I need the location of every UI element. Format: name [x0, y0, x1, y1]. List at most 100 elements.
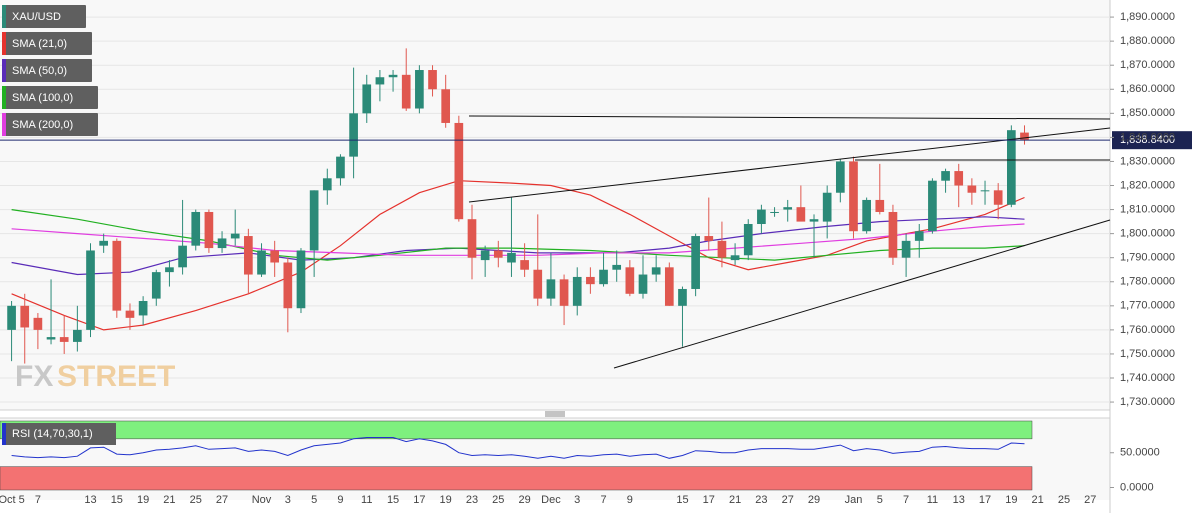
x-tick-label: 3 [285, 494, 291, 506]
candle-body [914, 231, 924, 241]
candle-body [493, 250, 503, 258]
legend-swatch [2, 86, 6, 109]
legend-box [2, 59, 92, 82]
candle-body [467, 219, 477, 258]
x-tick-label: 23 [755, 494, 767, 506]
candle-body [717, 240, 727, 258]
candle-body [309, 190, 319, 251]
oversold-band [0, 466, 1033, 491]
y-tick-label: 1,760.0000 [1120, 324, 1175, 336]
candle-body [849, 161, 858, 232]
candle-body [783, 207, 793, 210]
candle-body [941, 171, 950, 181]
x-tick-label: 15 [676, 494, 688, 506]
candle-body [86, 250, 95, 330]
candle-body [165, 267, 174, 273]
legend-label: SMA (200,0) [12, 119, 73, 131]
candle-body [835, 161, 845, 193]
x-tick-label: 21 [1032, 494, 1044, 506]
y-tick-label: 1,880.0000 [1120, 35, 1175, 47]
x-tick-label: 21 [163, 494, 175, 506]
candle-body [822, 192, 832, 222]
y-tick-label: 1,770.0000 [1120, 300, 1175, 312]
x-tick-label: 11 [927, 494, 938, 506]
candle-body [441, 89, 451, 123]
x-tick-label: 3 [574, 494, 580, 506]
x-tick-label: 7 [903, 494, 909, 506]
x-tick-label: 27 [1084, 494, 1096, 506]
legend-swatch [2, 59, 6, 82]
watermark: FX [15, 360, 53, 393]
legend-swatch [2, 113, 6, 136]
x-tick-label: 15 [387, 494, 399, 506]
candle-body [612, 264, 622, 270]
y-tick-label: 1,840.0000 [1120, 131, 1175, 143]
legend-label: RSI (14,70,30,1) [12, 428, 93, 440]
candle-body [178, 245, 187, 268]
overlay: 1,838.8400 [0, 131, 1192, 459]
candle-body [125, 310, 135, 318]
candle-body [967, 185, 977, 193]
y-tick-label: 50.0000 [1120, 447, 1160, 459]
candle-body [730, 255, 740, 261]
candle-body [664, 267, 674, 306]
candle-body [283, 262, 293, 309]
legend-label: XAU/USD [12, 11, 61, 23]
candle-body [704, 236, 714, 241]
candle-body [349, 113, 358, 157]
legend-label: SMA (100,0) [12, 92, 73, 104]
candle-body [875, 199, 885, 212]
y-tick-label: 1,750.0000 [1120, 348, 1175, 360]
legend-swatch [2, 423, 6, 445]
candle-body [112, 240, 122, 311]
x-tick-label: Dec [541, 494, 561, 506]
x-tick-label: 5 [877, 494, 883, 506]
x-tick-label: 7 [600, 494, 606, 506]
candle-body [638, 274, 648, 294]
x-tick-label: Jan [845, 494, 863, 506]
resize-handle[interactable] [545, 411, 565, 417]
overbought-band [0, 420, 1033, 440]
x-tick-label: Oct 5 [0, 494, 25, 506]
x-tick-label: 13 [953, 494, 965, 506]
legend-box [2, 423, 116, 445]
candle-body [415, 70, 424, 109]
rsi-bands [0, 420, 1033, 491]
x-tick-label: 19 [1005, 494, 1017, 506]
x-tick-label: 19 [440, 494, 452, 506]
candle-body [651, 267, 661, 275]
candle-body [138, 301, 148, 316]
y-tick-label: 1,810.0000 [1120, 203, 1175, 215]
candle-body [322, 178, 332, 191]
x-tick-label: 21 [729, 494, 741, 506]
legend-box [2, 5, 86, 28]
candle-body [20, 305, 30, 328]
candle-body [454, 122, 464, 220]
y-tick-label: 1,830.0000 [1120, 155, 1175, 167]
candle-body [73, 329, 82, 342]
candle-body [151, 272, 161, 299]
x-tick-label: 25 [1058, 494, 1070, 506]
candle-body [33, 317, 43, 330]
candle-body [428, 70, 437, 90]
candle-body [191, 211, 201, 246]
legend: XAU/USD SMA (21,0) SMA (50,0) SMA (100,0) SM… [2, 5, 116, 445]
x-tick-label: 25 [492, 494, 504, 506]
y-tick-label: 1,850.0000 [1120, 107, 1175, 119]
candle-body [480, 250, 490, 261]
x-tick-label: Nov [252, 494, 272, 506]
candle-body [928, 180, 937, 232]
candle-body [7, 305, 16, 330]
price-panel [0, 0, 1110, 410]
x-tick-label: 17 [979, 494, 991, 506]
x-tick-label: 15 [111, 494, 123, 506]
legend-label: SMA (50,0) [12, 65, 67, 77]
x-tick-label: 5 [311, 494, 317, 506]
candle-body [796, 207, 806, 222]
x-tick-label: 9 [337, 494, 343, 506]
candle-body [901, 240, 911, 258]
x-tick-label: 29 [518, 494, 530, 506]
y-tick-label: 1,730.0000 [1120, 396, 1175, 408]
candle-body [204, 211, 214, 249]
candle-body [559, 279, 569, 306]
